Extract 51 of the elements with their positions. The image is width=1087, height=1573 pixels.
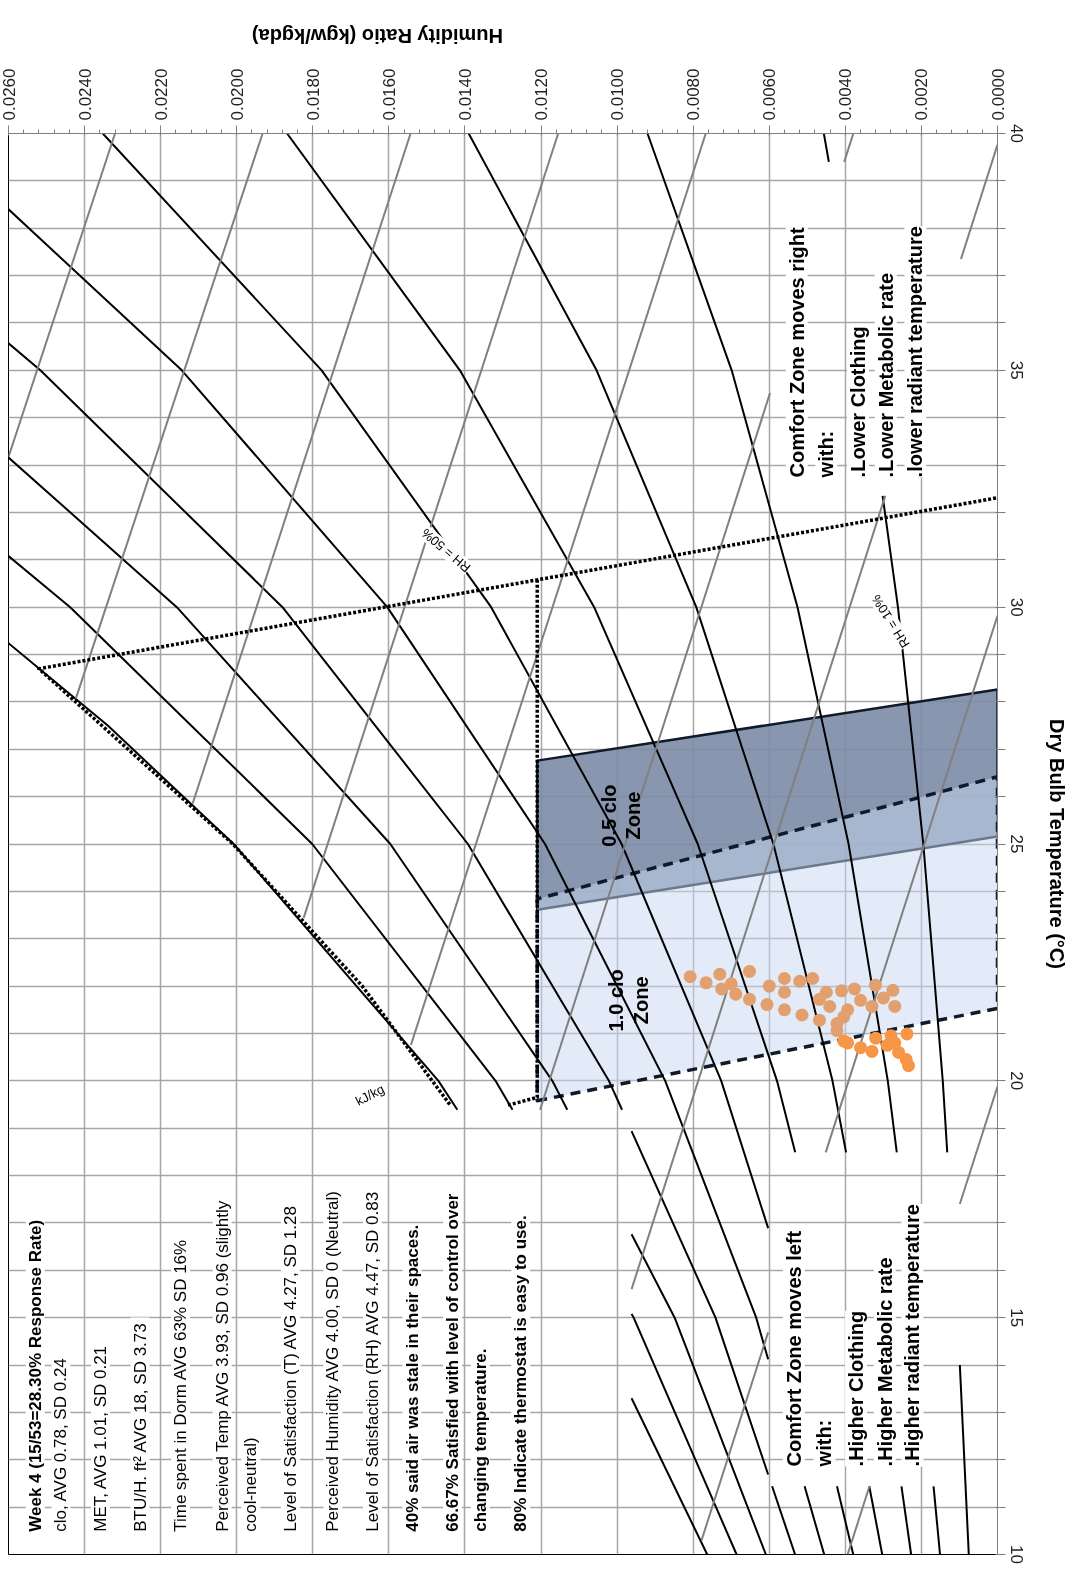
- x-tick-label: 0.0160: [379, 68, 399, 121]
- annotation: Perceived Humidity AVG 4.00, SD 0 (Neutral): [323, 1191, 343, 1532]
- annotation: kJ/kg: [352, 1081, 387, 1109]
- annotation: .Lower Metabolic rate: [874, 272, 897, 478]
- annotation: .Higher radiant temperature: [901, 1204, 924, 1467]
- y-tick-label: 10: [1006, 1545, 1026, 1564]
- annotation: with:: [813, 1419, 836, 1468]
- annotation: RH = 50%: [418, 525, 474, 576]
- annotation: .lower radiant temperature: [904, 226, 927, 478]
- x-tick-label: 0.0260: [0, 68, 19, 121]
- y-axis-title: Dry Bulb Temperature (°C): [1045, 719, 1068, 969]
- x-tick-label: 0.0060: [760, 68, 780, 121]
- x-tick-label: 0.0200: [227, 68, 247, 121]
- x-tick-label: 0.0020: [912, 68, 932, 121]
- x-tick-label: 0.0000: [988, 68, 1008, 121]
- annotation: clo, AVG 0.78, SD 0.24: [51, 1358, 71, 1532]
- x-tick-label: 0.0080: [684, 68, 704, 121]
- y-tick-label: 40: [1006, 124, 1026, 143]
- annotation: 66.67% Satisfied with level of control over: [443, 1193, 463, 1532]
- annotation: Level of Satisfaction (RH) AVG 4.47, SD 0.83: [362, 1191, 382, 1532]
- annotation: Comfort Zone moves left: [782, 1230, 805, 1467]
- x-axis-title: Humidity Ratio (kgw/kgda): [251, 24, 503, 47]
- annotation: with:: [815, 430, 838, 479]
- x-tick-label: 0.0100: [608, 68, 628, 121]
- annotation: Level of Satisfaction (T) AVG 4.27, SD 1.28: [280, 1206, 300, 1532]
- annotation: Time spent in Dorm AVG 63% SD 16%: [171, 1239, 191, 1532]
- annotation: 80% Indicate thermostat is easy to use.: [511, 1215, 531, 1532]
- annotation: BTU/H. ft² AVG 18, SD 3.73: [130, 1323, 150, 1532]
- annotation: 40% said air was stale in their spaces.: [402, 1224, 422, 1532]
- x-tick-label: 0.0140: [455, 68, 475, 121]
- annotation: Perceived Temp AVG 3.93, SD 0.96 (slightly: [212, 1200, 232, 1532]
- annotation: .Higher Clothing: [845, 1310, 868, 1467]
- y-tick-label: 35: [1006, 360, 1026, 380]
- x-tick-label: 0.0040: [836, 68, 856, 121]
- y-tick-label: 25: [1006, 834, 1026, 854]
- y-tick-label: 15: [1006, 1308, 1026, 1328]
- y-tick-label: 20: [1006, 1071, 1026, 1091]
- annotation: Week 4 (15/53=28.30% Response Rate): [25, 1219, 45, 1532]
- annotation: cool-neutral): [241, 1437, 261, 1532]
- y-tick-label: 30: [1006, 597, 1026, 617]
- annotation: Comfort Zone moves right: [785, 227, 808, 478]
- x-tick-label: 0.0240: [75, 68, 95, 121]
- annotation: .Higher Metabolic rate: [873, 1257, 896, 1467]
- annotation: 1.0 clo Zone: [605, 969, 652, 1032]
- x-tick-label: 0.0120: [532, 68, 552, 121]
- annotation: 0.5 clo Zone: [597, 784, 644, 847]
- x-tick-label: 0.0180: [303, 68, 323, 121]
- x-tick-label: 0.0220: [151, 68, 171, 121]
- annotation: MET, AVG 1.01, SD 0.21: [90, 1345, 110, 1532]
- annotation: changing temperature.: [470, 1348, 490, 1532]
- annotation: .Lower Clothing: [847, 326, 870, 478]
